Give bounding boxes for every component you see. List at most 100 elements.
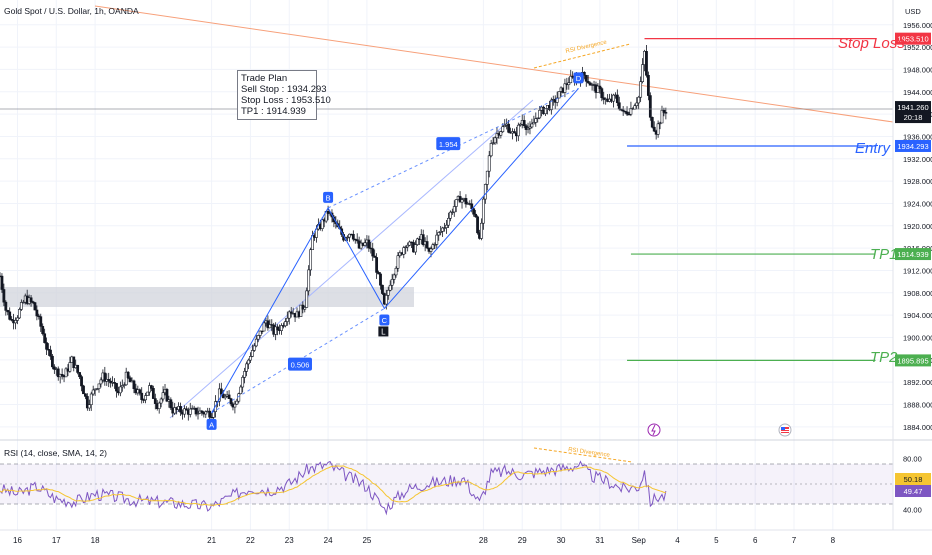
candle-body xyxy=(348,233,351,238)
candle-body xyxy=(485,170,489,185)
candle-body xyxy=(249,356,252,361)
candle xyxy=(569,69,573,84)
candle xyxy=(485,170,489,191)
candle-body xyxy=(260,330,264,333)
candle-body xyxy=(241,377,245,388)
candle-body xyxy=(495,133,499,139)
candle xyxy=(390,273,394,290)
x-tick-label: 21 xyxy=(207,536,216,545)
candle xyxy=(221,389,225,399)
candle-body xyxy=(179,406,182,413)
candle-body xyxy=(51,355,54,368)
candle xyxy=(435,229,439,250)
candle-body xyxy=(31,301,35,303)
candle xyxy=(445,219,448,234)
candle xyxy=(348,233,351,242)
candle xyxy=(513,128,516,134)
candle-body xyxy=(629,108,633,115)
candle-body xyxy=(493,137,497,144)
candle xyxy=(99,377,103,388)
candle-body xyxy=(150,385,153,389)
candle-body xyxy=(621,109,625,112)
candle xyxy=(51,354,54,370)
candle-body xyxy=(268,324,272,329)
candle xyxy=(526,122,530,134)
candle-body xyxy=(375,257,379,273)
candle-body xyxy=(549,99,553,111)
candle-body xyxy=(285,317,289,322)
candle-body xyxy=(33,302,37,311)
candle-body xyxy=(229,398,233,405)
ratio-label-ac-text: 0.506 xyxy=(291,361,310,370)
candle-body xyxy=(151,388,155,399)
candle-body xyxy=(454,199,458,207)
candle xyxy=(439,225,443,236)
price-tag-current xyxy=(895,101,931,124)
candle-body xyxy=(526,127,530,130)
candle xyxy=(567,77,571,90)
candle-body xyxy=(305,290,309,308)
candle xyxy=(262,320,266,332)
candle-body xyxy=(320,219,324,229)
candle-body xyxy=(118,386,122,394)
candle-body xyxy=(146,391,149,396)
candle xyxy=(76,364,80,375)
candle-body xyxy=(47,349,50,351)
rsi-tag-sma xyxy=(895,485,931,497)
candle xyxy=(140,387,144,404)
candle-body xyxy=(128,377,132,383)
candle-body xyxy=(414,244,417,253)
x-tick-label: 17 xyxy=(52,536,61,545)
candle-body xyxy=(460,199,464,203)
candle xyxy=(351,230,355,242)
candle xyxy=(72,356,76,372)
candle-body xyxy=(289,311,293,314)
candle-body xyxy=(439,231,443,233)
candle xyxy=(493,136,497,146)
candle xyxy=(557,91,561,99)
candle-body xyxy=(35,309,39,317)
candle xyxy=(256,334,260,343)
candle xyxy=(447,212,450,229)
rsi-tick-label: 40.00 xyxy=(903,505,922,514)
c-marker-label: L xyxy=(381,327,386,336)
candle xyxy=(645,44,648,78)
flash-icon[interactable] xyxy=(647,423,661,437)
candle xyxy=(421,229,425,247)
candle xyxy=(103,366,107,386)
candle-body xyxy=(641,64,644,82)
candle xyxy=(637,95,641,110)
candle xyxy=(299,304,303,317)
candle-body xyxy=(144,395,147,401)
candle-body xyxy=(262,322,266,332)
candle-body xyxy=(483,184,487,200)
candle xyxy=(128,375,132,383)
candle xyxy=(355,233,359,244)
candle xyxy=(132,379,136,394)
candle-body xyxy=(662,109,666,113)
x-tick-label: 23 xyxy=(285,536,294,545)
candle-body xyxy=(219,388,223,395)
candle xyxy=(159,397,163,408)
candle-body xyxy=(650,117,654,128)
candle xyxy=(431,242,435,250)
candle xyxy=(586,75,590,84)
rsi-tick-label: 80.00 xyxy=(903,454,922,463)
candle xyxy=(39,313,43,332)
candle-body xyxy=(402,247,406,255)
candle xyxy=(227,390,231,399)
divergence-line-price xyxy=(533,43,631,69)
rsi-tag-sma-text: 49.47 xyxy=(904,487,923,496)
candle xyxy=(437,231,441,241)
us-flag-icon[interactable] xyxy=(778,423,792,437)
candle xyxy=(476,215,479,235)
x-tick-label: 24 xyxy=(324,536,333,545)
candle xyxy=(196,406,200,420)
candle xyxy=(454,199,458,213)
candle-layer xyxy=(0,44,668,421)
abcd-pattern-line xyxy=(211,88,579,414)
candle xyxy=(184,406,188,411)
candle-body xyxy=(379,273,382,286)
candle xyxy=(18,307,21,320)
candle xyxy=(188,402,192,418)
